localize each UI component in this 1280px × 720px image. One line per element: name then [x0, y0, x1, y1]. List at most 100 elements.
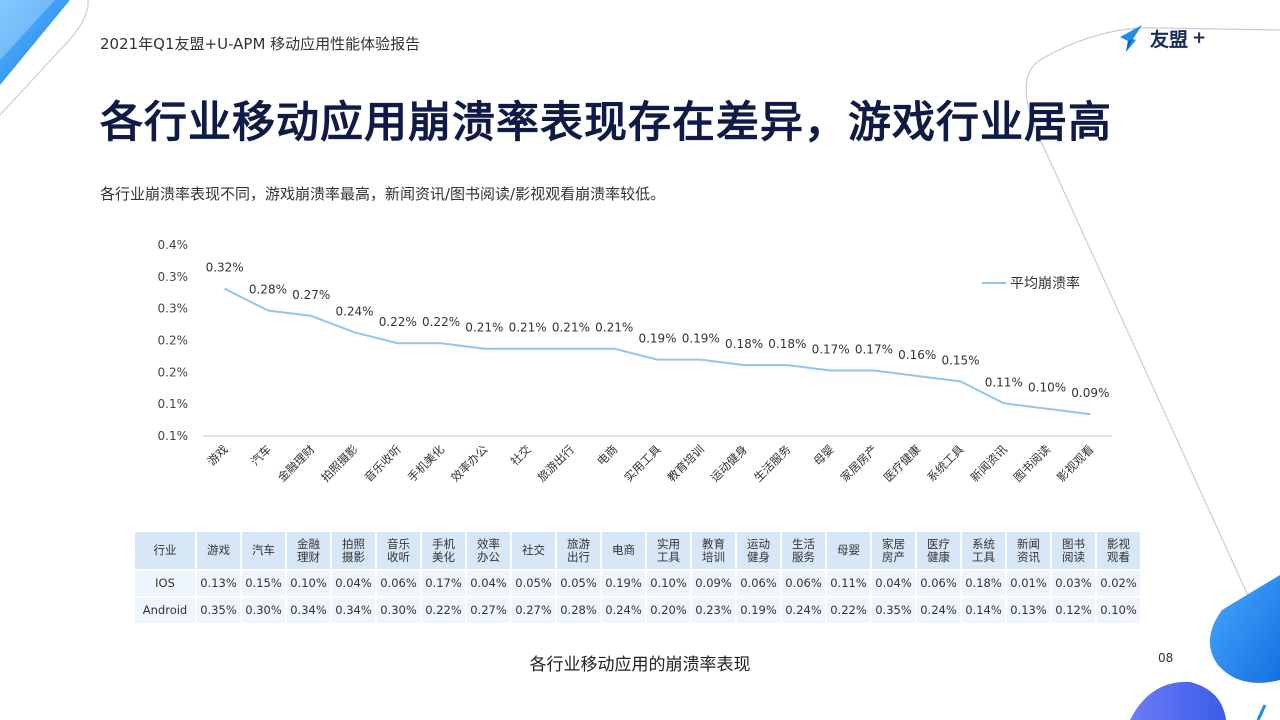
- x-tick-label: 拍照摄影: [318, 442, 361, 485]
- data-label: 0.32%: [206, 261, 244, 275]
- x-tick-label: 效率办公: [448, 442, 491, 485]
- table-cell: 0.22%: [422, 598, 465, 623]
- table-cell: 0.10%: [287, 571, 330, 596]
- table-header-cell: 电商: [602, 532, 645, 569]
- table-cell: 0.13%: [1007, 598, 1050, 623]
- table-cell: 0.06%: [737, 571, 780, 596]
- y-tick-label: 0.4%: [158, 238, 189, 252]
- table-cell: 0.24%: [602, 598, 645, 623]
- x-tick-label: 系统工具: [924, 442, 967, 485]
- table-cell: 0.22%: [827, 598, 870, 623]
- data-label: 0.10%: [1028, 381, 1066, 395]
- table-header-cell: 新闻 资讯: [1007, 532, 1050, 569]
- legend-label: 平均崩溃率: [1010, 275, 1080, 292]
- data-label: 0.17%: [855, 343, 893, 357]
- y-tick-label: 0.3%: [158, 270, 189, 284]
- data-label: 0.17%: [812, 343, 850, 357]
- table-cell: 0.03%: [1052, 571, 1095, 596]
- table-header-cell: 图书 阅读: [1052, 532, 1095, 569]
- y-tick-label: 0.2%: [158, 365, 189, 379]
- table-header-cell: 拍照 摄影: [332, 532, 375, 569]
- y-tick-label: 0.1%: [158, 429, 189, 443]
- data-label: 0.27%: [292, 288, 330, 302]
- table-cell: 0.24%: [782, 598, 825, 623]
- data-label: 0.09%: [1071, 386, 1109, 400]
- table-cell: 0.15%: [242, 571, 285, 596]
- x-tick-label: 实用工具: [621, 442, 664, 485]
- table-cell: 0.19%: [602, 571, 645, 596]
- report-header-title: 2021年Q1友盟+U-APM 移动应用性能体验报告: [100, 35, 421, 53]
- data-label: 0.21%: [595, 321, 633, 335]
- table-header-cell: 行业: [135, 532, 195, 569]
- table-cell: 0.19%: [737, 598, 780, 623]
- x-tick-label: 社交: [508, 442, 535, 469]
- table-cell: 0.06%: [377, 571, 420, 596]
- data-label: 0.22%: [379, 315, 417, 329]
- y-tick-label: 0.1%: [158, 397, 189, 411]
- table-cell: 0.30%: [377, 598, 420, 623]
- table-cell: 0.06%: [917, 571, 960, 596]
- table-cell: 0.17%: [422, 571, 465, 596]
- table-cell: 0.04%: [872, 571, 915, 596]
- table-header-cell: 金融 理财: [287, 532, 330, 569]
- data-label: 0.11%: [985, 375, 1023, 389]
- chart-caption: 各行业移动应用的崩溃率表现: [529, 655, 751, 675]
- page-number: 08: [1158, 651, 1174, 665]
- table-cell: 0.34%: [287, 598, 330, 623]
- y-tick-label: 0.3%: [158, 302, 189, 316]
- table-row-label: Android: [135, 598, 195, 623]
- data-label: 0.24%: [335, 304, 373, 318]
- crash-rate-line-chart: 0.4% 0.3% 0.3% 0.2% 0.2% 0.1% 0.1% 0.32% 0.28% 0.…: [158, 238, 1112, 485]
- x-tick-label: 金融理财: [275, 442, 317, 484]
- table-header-cell: 影视 观看: [1097, 532, 1140, 569]
- table-cell: 0.27%: [467, 598, 510, 623]
- table-row: IOS 0.13% 0.15% 0.10% 0.04% 0.06% 0.17% 0.04% 0.…: [135, 571, 1140, 596]
- table-cell: 0.10%: [1097, 598, 1140, 623]
- outline-curve-right: [1039, 27, 1280, 61]
- x-tick-label: 母婴: [811, 442, 837, 468]
- table-cell: 0.20%: [647, 598, 690, 623]
- x-tick-label: 图书阅读: [1011, 442, 1054, 485]
- logo-plus: +: [1192, 28, 1207, 48]
- table-cell: 0.01%: [1007, 571, 1050, 596]
- table-cell: 0.02%: [1097, 571, 1140, 596]
- x-tick-label: 教育培训: [664, 442, 706, 484]
- x-tick-label: 电商: [594, 442, 620, 468]
- data-label: 0.15%: [941, 353, 979, 367]
- table-cell: 0.23%: [692, 598, 735, 623]
- table-cell: 0.35%: [197, 598, 240, 623]
- table-cell: 0.35%: [872, 598, 915, 623]
- table-cell: 0.10%: [647, 571, 690, 596]
- table-row: Android 0.35% 0.30% 0.34% 0.34% 0.30% 0.22% 0.2…: [135, 598, 1140, 623]
- table-header-cell: 系统 工具: [962, 532, 1005, 569]
- table-header-cell: 效率 办公: [467, 532, 510, 569]
- data-label: 0.22%: [422, 315, 460, 329]
- page-subtitle: 各行业崩溃率表现不同，游戏崩溃率最高，新闻资讯/图书阅读/影视观看崩溃率较低。: [100, 185, 666, 203]
- umeng-bird-logo-icon: [1120, 25, 1142, 52]
- data-label: 0.16%: [898, 348, 936, 362]
- table-cell: 0.06%: [782, 571, 825, 596]
- table-header-cell: 音乐 收听: [377, 532, 420, 569]
- table-cell: 0.24%: [917, 598, 960, 623]
- data-label: 0.18%: [768, 337, 806, 351]
- x-tick-label: 家居房产: [838, 442, 880, 484]
- data-label: 0.18%: [725, 337, 763, 351]
- table-cell: 0.28%: [557, 598, 600, 623]
- x-tick-label: 影视观看: [1054, 442, 1096, 484]
- table-cell: 0.27%: [512, 598, 555, 623]
- table-cell: 0.05%: [512, 571, 555, 596]
- data-label: 0.21%: [552, 321, 590, 335]
- x-tick-label: 运动健身: [708, 442, 750, 484]
- table-header-cell: 手机 美化: [422, 532, 465, 569]
- table-header-cell: 游戏: [197, 532, 240, 569]
- table-header-cell: 教育 培训: [692, 532, 735, 569]
- data-label: 0.21%: [509, 321, 547, 335]
- table-header-cell: 医疗 健康: [917, 532, 960, 569]
- table-cell: 0.09%: [692, 571, 735, 596]
- x-tick-label: 音乐收听: [361, 442, 403, 484]
- table-header-row: 行业 游戏 汽车 金融 理财 拍照 摄影 音乐 收听 手机 美化 效率 办公 社交 旅游 出行 电商 实用 工具 教育…: [135, 532, 1140, 569]
- table-cell: 0.14%: [962, 598, 1005, 623]
- corner-shape-bottom-right: [1209, 575, 1280, 683]
- table-cell: 0.04%: [467, 571, 510, 596]
